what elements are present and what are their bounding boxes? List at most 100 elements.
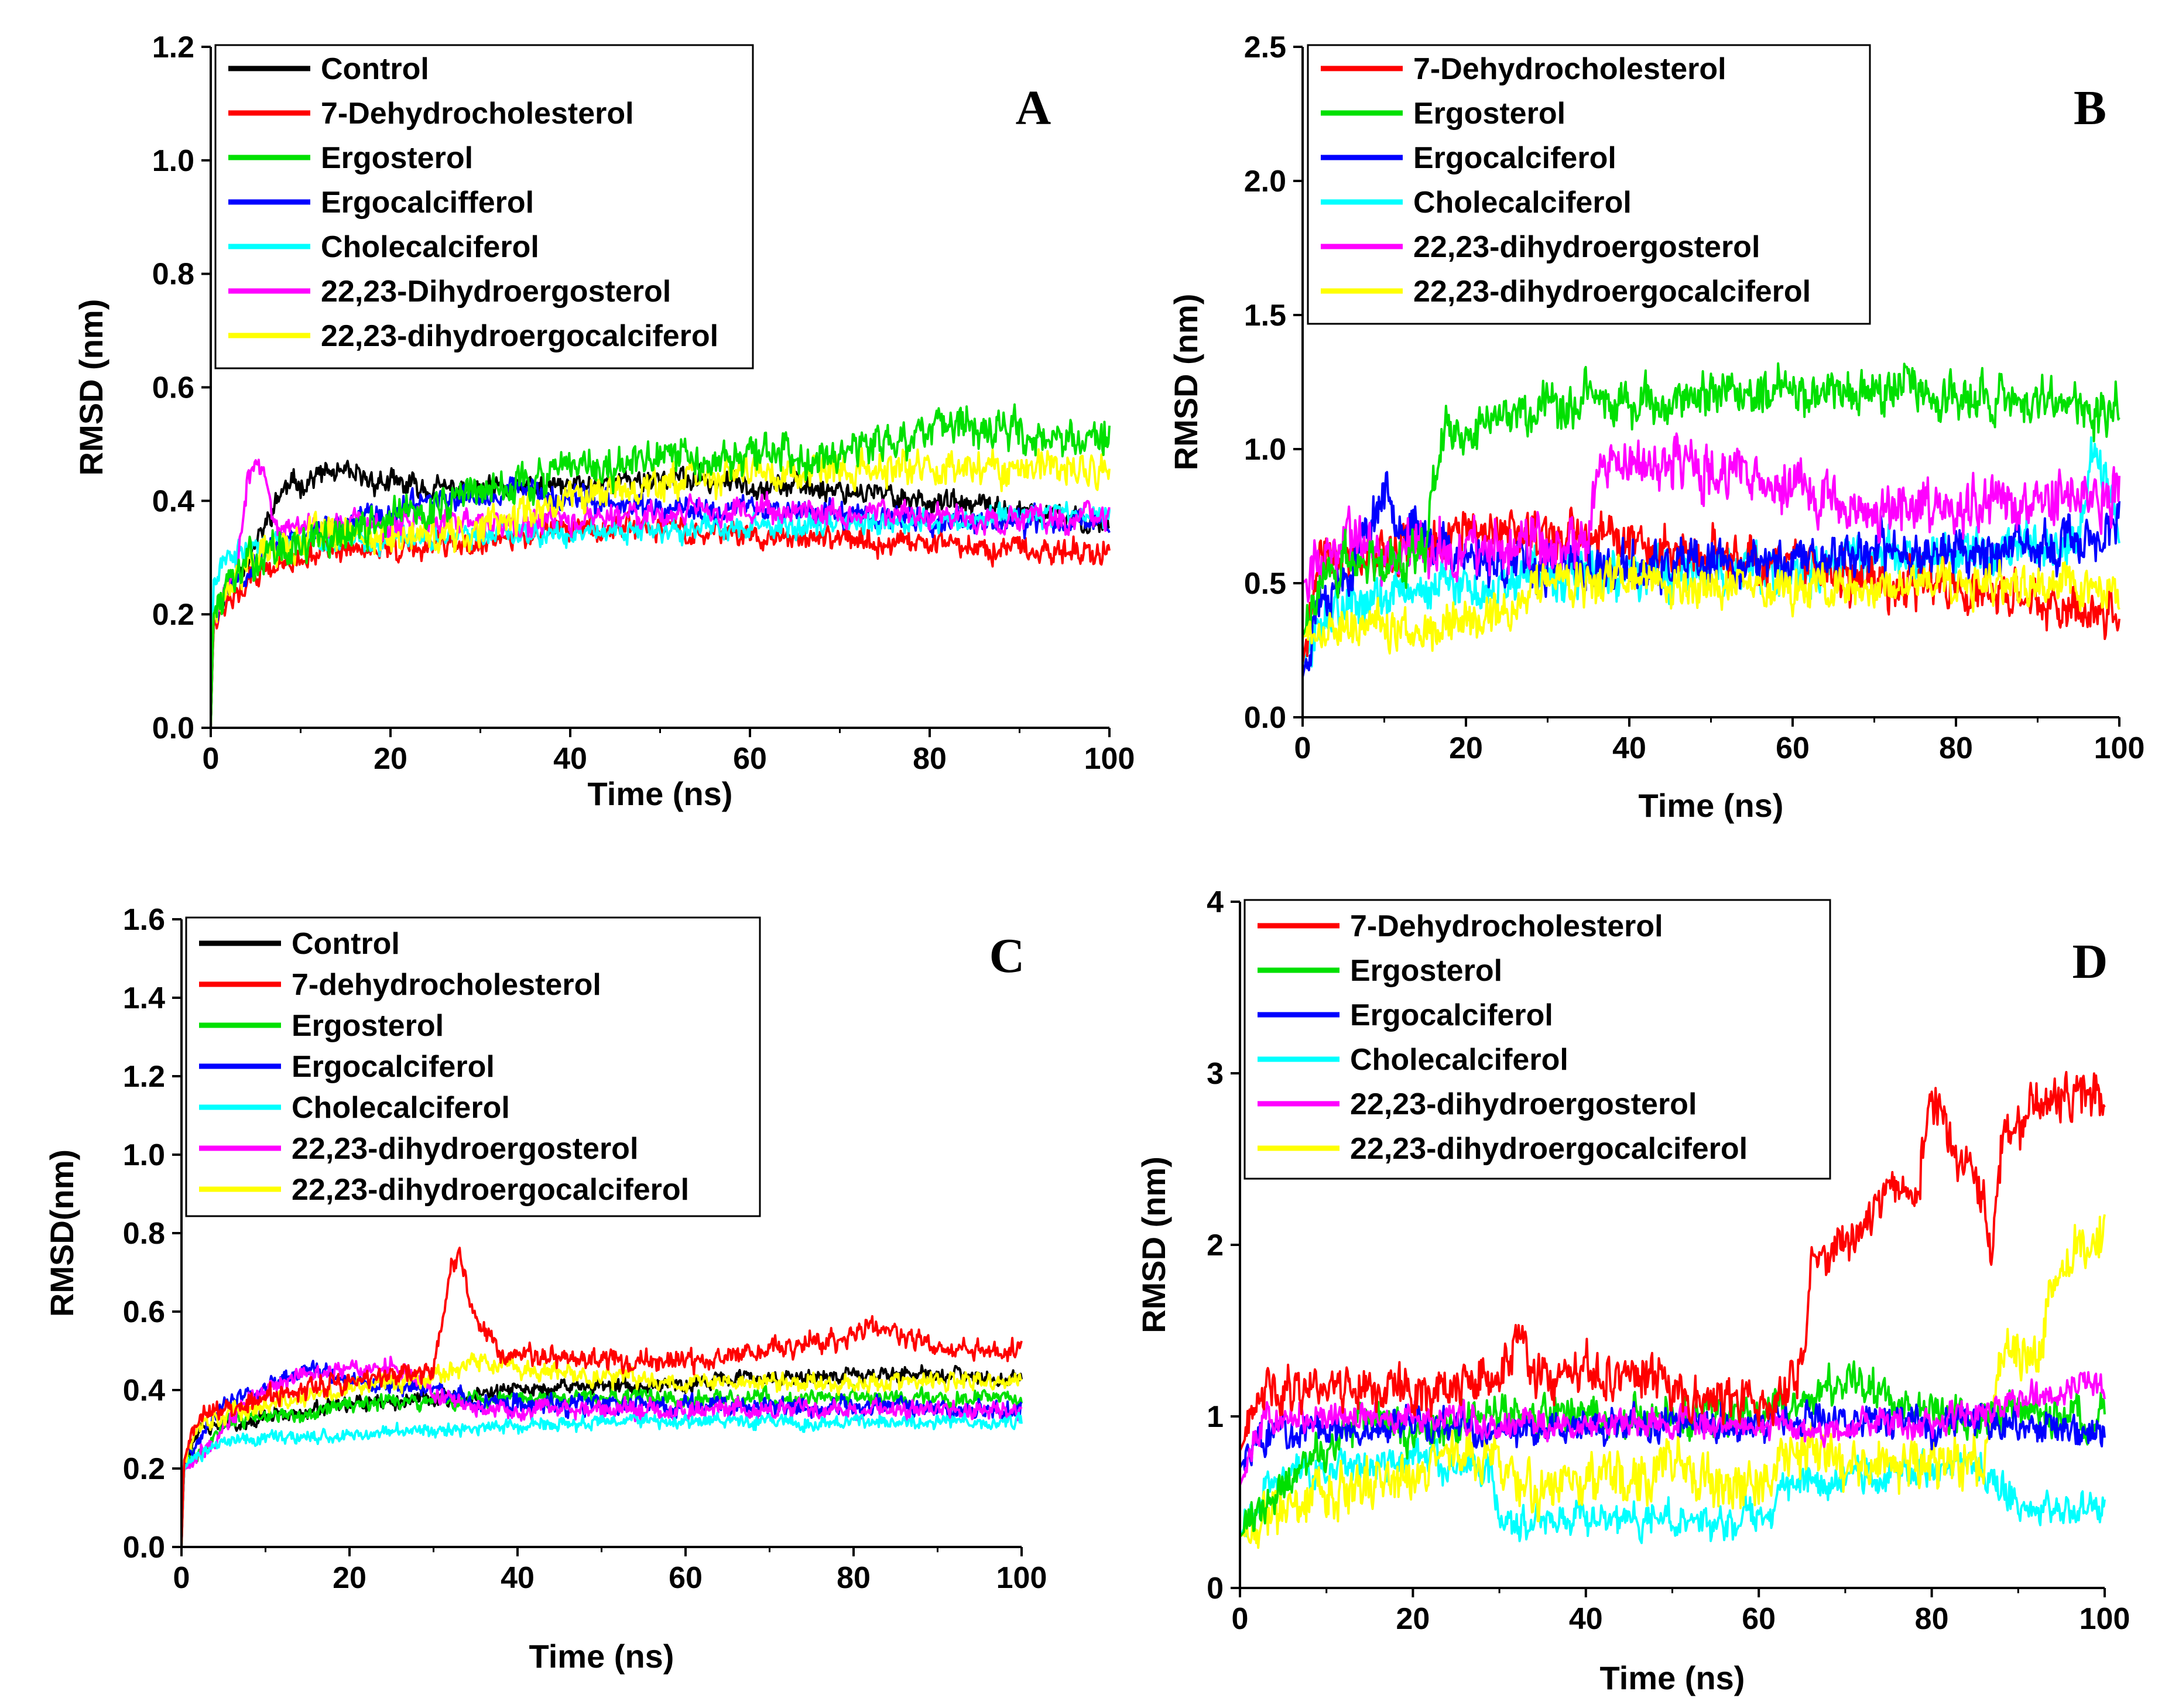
legend-entry: Ergosterol (292, 1009, 444, 1043)
series-line-22-23-dihydroergosterol (210, 458, 1111, 728)
y-tick-label: 1.6 (123, 903, 165, 937)
series-line-cholecalciferol (180, 1412, 1023, 1548)
legend-entry: Ergocalciferol (1350, 998, 1553, 1032)
series-line-22-23-dihydroergosterol (1239, 1371, 2106, 1485)
panel-letter: D (2072, 935, 2108, 989)
y-axis-label: RMSD (nm) (1135, 1156, 1172, 1333)
series-line-22-23-dihydroergocalciferol (1302, 553, 2120, 655)
legend-entry: 22,23-dihydroergocalciferol (292, 1173, 689, 1207)
y-tick-label: 1.0 (152, 144, 194, 178)
legend-box (214, 44, 754, 369)
legend-entry: 22,23-dihydroergocalciferol (1413, 275, 1811, 309)
legend-entry: 22,23-dihydroergosterol (1413, 230, 1760, 264)
legend-entry: Cholecalciferol (292, 1091, 510, 1125)
x-tick-label: 20 (374, 742, 407, 776)
y-tick-label: 0.2 (123, 1452, 165, 1486)
y-tick-label: 4 (1207, 885, 1224, 919)
panel-letter: C (989, 929, 1025, 983)
legend-entry: Ergocalcifferol (321, 186, 534, 220)
legend-entry: 7-Dehydrocholesterol (1350, 909, 1663, 943)
x-tick-label: 40 (501, 1561, 535, 1595)
legend-entry: 7-Dehydrocholesterol (1413, 52, 1726, 86)
panel-letter: A (1016, 81, 1051, 135)
legend-entry: 7-Dehydrocholesterol (321, 97, 634, 131)
legend-entry: Control (321, 52, 429, 86)
series-line-22-23-dihydroergosterol (1301, 432, 2120, 603)
x-tick-label: 80 (1939, 731, 1973, 765)
x-tick-label: 60 (733, 742, 767, 776)
y-tick-label: 0.6 (123, 1295, 165, 1329)
series-line-ergosterol (210, 403, 1111, 728)
series-line-ergocalciferol (1239, 1399, 2106, 1471)
legend-entry: 7-dehydrocholesterol (292, 968, 601, 1002)
x-tick-label: 80 (1915, 1602, 1949, 1636)
x-tick-label: 0 (203, 742, 220, 776)
y-tick-label: 0.8 (152, 258, 194, 292)
legend-entry: Ergosterol (1350, 954, 1502, 988)
x-tick-label: 100 (996, 1561, 1047, 1595)
y-axis-label: RMSD (nm) (1167, 294, 1204, 471)
x-tick-label: 100 (2079, 1602, 2130, 1636)
legend: Control 7-Dehydrocholesterol Ergosterol Erg… (214, 44, 754, 369)
x-tick-label: 100 (2094, 731, 2145, 765)
y-tick-label: 0.4 (152, 484, 194, 518)
y-tick-label: 0.2 (152, 598, 194, 632)
y-tick-label: 2.0 (1244, 165, 1286, 198)
y-axis-label: RMSD (nm) (73, 299, 109, 476)
y-tick-label: 0.8 (123, 1217, 165, 1251)
panel-a: 0.0 0.2 0.4 0.6 0.8 1.0 1.2 0 20 40 60 80 100 Time (n… (73, 30, 1135, 812)
y-tick-label: 1.5 (1244, 299, 1286, 333)
y-tick-label: 0.0 (123, 1531, 165, 1565)
series-line-cholecalciferol (1239, 1437, 2106, 1545)
x-tick-label: 60 (1776, 731, 1810, 765)
y-tick-label: 0.0 (152, 711, 194, 745)
y-tick-label: 0.0 (1244, 701, 1286, 735)
x-tick-label: 20 (1449, 731, 1483, 765)
x-tick-label: 40 (1569, 1602, 1603, 1636)
x-tick-label: 80 (837, 1561, 871, 1595)
legend-entry: Cholecalciferol (1413, 186, 1632, 220)
y-tick-label: 1.4 (123, 981, 165, 1015)
y-tick-label: 0.4 (123, 1374, 165, 1408)
x-tick-label: 20 (333, 1561, 366, 1595)
legend-box (185, 916, 761, 1217)
legend: 7-Dehydrocholesterol Ergosterol Ergocalcif… (1307, 44, 1871, 325)
x-tick-label: 20 (1396, 1602, 1430, 1636)
legend-entry: Ergocalciferol (1413, 141, 1616, 175)
series-line-ergosterol (180, 1384, 1023, 1548)
legend-box (1307, 44, 1871, 325)
x-tick-label: 0 (1294, 731, 1311, 765)
x-tick-label: 60 (669, 1561, 703, 1595)
y-tick-label: 0 (1207, 1572, 1224, 1606)
y-tick-label: 1.2 (152, 30, 194, 64)
series-line-22-23-dihydroergocalciferol (1239, 1214, 2106, 1549)
legend: 7-Dehydrocholesterol Ergosterol Ergocalcif… (1243, 899, 1831, 1180)
legend-box (1243, 899, 1831, 1180)
x-axis-label: Time (ns) (588, 775, 733, 812)
y-tick-label: 2.5 (1244, 30, 1286, 64)
panel-c: 0.0 0.2 0.4 0.6 0.8 1.0 1.2 1.4 1.6 0 20 40 60 80 100 T… (43, 903, 1047, 1675)
y-tick-label: 1 (1207, 1400, 1224, 1434)
x-axis-label: Time (ns) (529, 1638, 674, 1675)
series-line-22-23-dihydroergocalciferol (210, 447, 1111, 728)
series-line-22-23-dihydroergocalciferol (180, 1352, 1023, 1548)
series-line-ergocalcifferol (210, 476, 1111, 728)
y-tick-label: 1.0 (1244, 433, 1286, 467)
series-line-7-dehydrocholesterol (1239, 1071, 2106, 1452)
legend-entry: 22,23-dihydroergosterol (292, 1132, 638, 1166)
panel-letter: B (2074, 81, 2106, 135)
y-tick-label: 2 (1207, 1228, 1224, 1262)
y-tick-label: 1.0 (123, 1138, 165, 1172)
y-tick-label: 0.5 (1244, 567, 1286, 601)
x-tick-label: 80 (913, 742, 947, 776)
x-axis-label: Time (ns) (1600, 1659, 1745, 1696)
y-tick-label: 0.6 (152, 371, 194, 405)
panel-b: 0.0 0.5 1.0 1.5 2.0 2.5 0 20 40 60 80 100 Time (ns) R… (1167, 30, 2144, 824)
x-tick-label: 40 (1612, 731, 1646, 765)
legend-entry: 22,23-dihydroergocalciferol (1350, 1132, 1748, 1166)
x-axis-label: Time (ns) (1639, 787, 1784, 824)
legend-entry: Cholecalciferol (321, 230, 539, 264)
y-tick-label: 3 (1207, 1057, 1224, 1091)
legend-entry: 22,23-Dihydroergosterol (321, 275, 671, 309)
